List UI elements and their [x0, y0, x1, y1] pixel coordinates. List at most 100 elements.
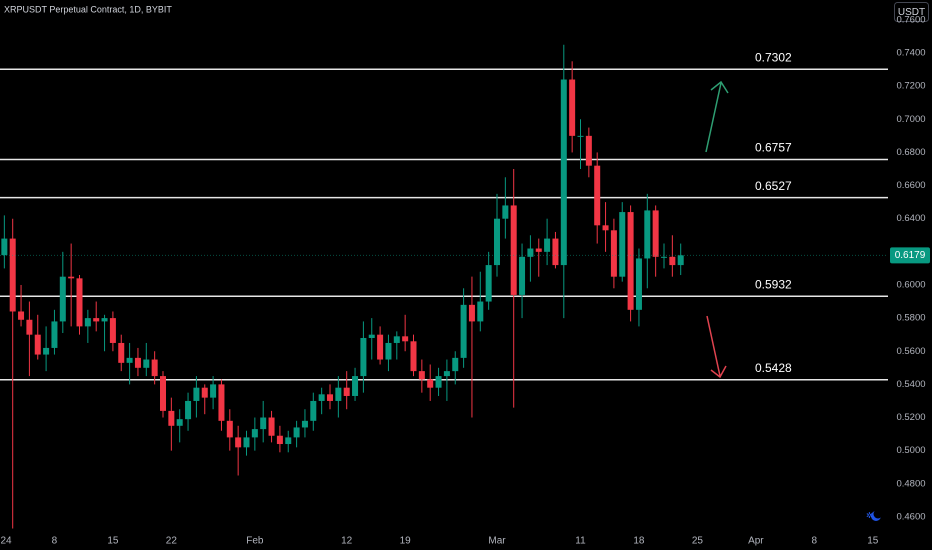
y-tick-label: 0.5400	[896, 379, 925, 390]
candle-body	[594, 165, 601, 226]
y-tick-label: 0.6800	[896, 147, 925, 158]
candle-body	[293, 427, 300, 438]
y-tick-label: 0.5000	[896, 445, 925, 456]
candle-body	[201, 387, 208, 398]
candle-body	[243, 437, 250, 448]
candle-body	[68, 276, 75, 279]
candle-body	[193, 387, 200, 401]
candle-body	[627, 212, 634, 310]
candle-body	[519, 256, 526, 295]
candle-body	[502, 205, 509, 219]
candle-body	[661, 256, 667, 258]
candle-body	[527, 248, 534, 257]
currency-label[interactable]: USDT	[898, 7, 925, 18]
level-label: 0.6757	[755, 141, 792, 155]
candle-body	[619, 212, 626, 277]
candle-body	[268, 417, 275, 436]
y-tick-label: 0.7000	[896, 114, 925, 125]
x-tick-label: 22	[166, 536, 178, 547]
candle-body	[443, 371, 450, 377]
last-price-label: 0.6179	[895, 250, 926, 261]
level-label: 0.5932	[755, 277, 792, 291]
y-tick-label: 0.6400	[896, 213, 925, 224]
candle-body	[585, 135, 592, 166]
candle-body	[301, 420, 308, 428]
candle-body	[51, 321, 58, 348]
candle-body	[26, 319, 33, 335]
candle-body	[385, 342, 392, 360]
y-tick-label: 0.7600	[896, 14, 925, 25]
candle-body	[84, 318, 91, 327]
candle-body	[352, 376, 359, 396]
candle-body	[652, 210, 659, 257]
x-tick-label: Apr	[748, 536, 764, 547]
candle-body	[644, 210, 651, 259]
candle-body	[218, 384, 225, 421]
y-tick-label: 0.4600	[896, 511, 925, 522]
candle-body	[368, 334, 375, 338]
candle-body	[59, 276, 66, 322]
candle-body	[343, 387, 350, 396]
candle-body	[360, 337, 367, 377]
plot-area: 0.7302 0.6757 0.6527 0.5932 0.5428	[0, 44, 888, 529]
candle-body	[318, 394, 325, 401]
candle-body	[210, 384, 217, 398]
y-tick-label: 0.6000	[896, 279, 925, 290]
candle-body	[602, 225, 609, 231]
candle-body	[577, 135, 584, 137]
candle-body	[310, 400, 317, 421]
x-tick-label: 19	[400, 536, 412, 547]
candle-body	[34, 334, 41, 355]
candle-body	[460, 304, 467, 358]
candle-body	[510, 205, 517, 295]
candle-body	[610, 230, 617, 277]
candle-body	[552, 238, 559, 266]
candle-body	[418, 371, 425, 380]
x-tick-label: 18	[633, 536, 645, 547]
candle-body	[143, 359, 150, 368]
candle-body	[677, 255, 684, 266]
x-tick-label: 15	[867, 536, 879, 547]
candle-body	[185, 400, 192, 420]
candle-body	[635, 258, 642, 310]
arrow-up	[705, 80, 729, 153]
logo-mark: ✲	[866, 511, 873, 520]
candle-body	[427, 379, 434, 388]
candle-body	[544, 238, 551, 252]
candle-body	[535, 248, 542, 252]
candle-body	[285, 437, 292, 445]
candle-body	[18, 311, 25, 320]
candle-body	[402, 336, 409, 342]
x-tick-label: 24	[0, 536, 12, 547]
candle-body	[410, 341, 417, 372]
candle-body	[435, 376, 442, 388]
y-tick-label: 0.4800	[896, 478, 925, 489]
level-label: 0.6527	[755, 179, 792, 193]
candle-body	[327, 394, 333, 401]
candle-body	[226, 420, 233, 438]
candle-body	[669, 256, 676, 266]
candle-body	[76, 278, 83, 327]
candle-body	[569, 79, 576, 136]
candle-body	[393, 336, 400, 343]
x-tick-label: 12	[341, 536, 353, 547]
currency-button[interactable]	[894, 2, 929, 22]
candle-body	[9, 238, 16, 312]
y-tick-label: 0.5200	[896, 412, 925, 423]
arrow-down	[706, 315, 727, 379]
candle-body	[452, 357, 459, 372]
candle-body	[485, 265, 492, 302]
candle-body	[109, 318, 116, 343]
last-price-tag	[890, 247, 930, 264]
x-tick-label: 15	[107, 536, 119, 547]
candle-body	[494, 218, 500, 266]
candle-body	[126, 357, 133, 363]
candle-body	[251, 429, 258, 438]
x-tick-label: Mar	[488, 536, 506, 547]
candle-body	[134, 357, 141, 368]
candle-body	[335, 387, 342, 401]
candle-body	[43, 347, 50, 355]
candle-body	[260, 417, 267, 430]
candle-body	[93, 318, 100, 322]
